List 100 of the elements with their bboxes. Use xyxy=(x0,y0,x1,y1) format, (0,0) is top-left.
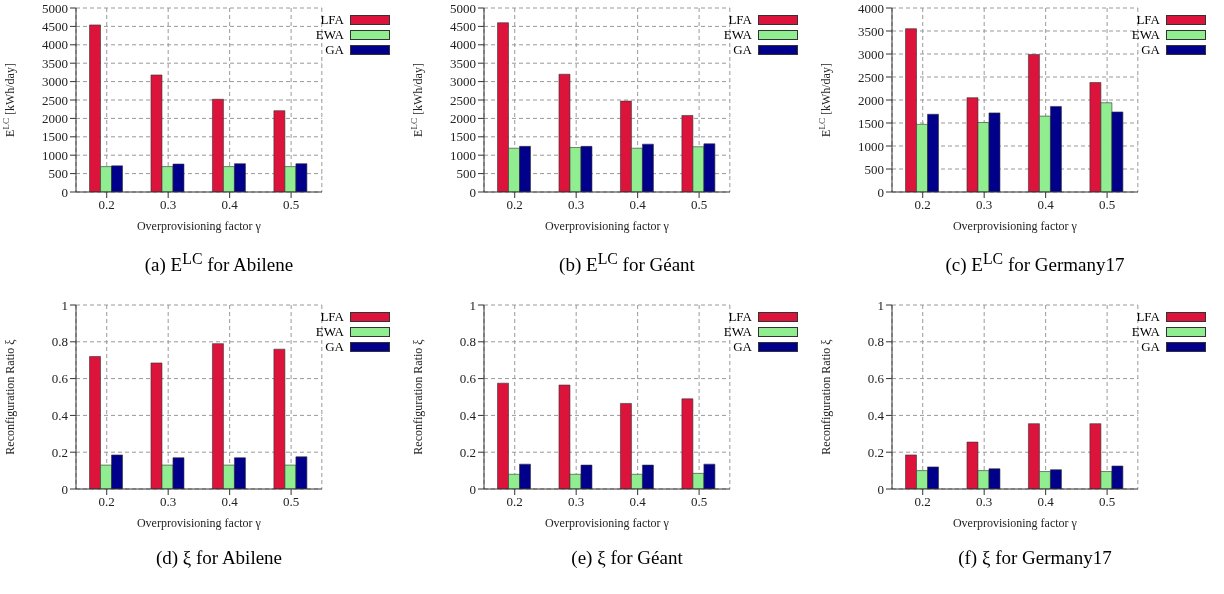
y-tick-label: 3500 xyxy=(42,55,68,71)
y-axis-title: Reconfiguration Ratio ξ xyxy=(819,338,833,455)
legend-label: GA xyxy=(1141,339,1160,354)
x-tick-label: 0.5 xyxy=(690,197,708,213)
y-tick-label: 0.6 xyxy=(867,371,885,387)
x-axis-title: Overprovisioning factor γ xyxy=(544,219,670,233)
y-tick-label: 0 xyxy=(61,481,68,497)
y-tick-label: 2000 xyxy=(450,111,476,127)
legend-label: GA xyxy=(325,42,344,57)
x-tick-label: 0.5 xyxy=(282,197,300,213)
x-tick-label: 0.4 xyxy=(1037,197,1055,213)
y-tick-label: 0.2 xyxy=(459,444,476,460)
y-tick-label: 3500 xyxy=(858,23,884,39)
y-tick-label: 4000 xyxy=(42,37,68,53)
y-tick-label: 3000 xyxy=(42,74,68,90)
x-tick-label: 0.4 xyxy=(221,494,239,510)
x-tick-label: 0.3 xyxy=(160,197,177,213)
x-tick-label: 0.2 xyxy=(914,494,931,510)
x-tick-label: 0.2 xyxy=(98,494,115,510)
y-tick-label: 5000 xyxy=(450,0,476,16)
y-tick-label: 0.2 xyxy=(867,444,884,460)
y-tick-label: 1500 xyxy=(450,129,476,145)
x-tick-label: 0.5 xyxy=(1098,494,1116,510)
y-tick-label: 0 xyxy=(61,184,68,200)
x-tick-label: 0.3 xyxy=(568,494,585,510)
y-tick-label: 500 xyxy=(48,166,68,182)
legend-label: LFA xyxy=(320,309,344,324)
text: (e) ξ for Géant xyxy=(570,547,684,569)
y-tick-label: 500 xyxy=(864,161,884,177)
y-tick-label: 0.8 xyxy=(867,334,884,350)
text: (b) E$^{LC}$ for Géant xyxy=(558,250,696,277)
legend-label: EWA xyxy=(1131,324,1160,339)
y-tick-label: 5000 xyxy=(42,0,68,16)
x-tick-label: 0.4 xyxy=(1037,494,1055,510)
y-tick-label: 4500 xyxy=(450,19,476,35)
y-tick-label: 1000 xyxy=(858,138,884,154)
y-tick-label: 2500 xyxy=(42,92,68,108)
x-tick-label: 0.5 xyxy=(1098,197,1116,213)
legend-label: LFA xyxy=(728,309,752,324)
y-tick-label: 0.8 xyxy=(51,334,68,350)
y-tick-label: 500 xyxy=(456,166,476,182)
text: (a) E$^{LC}$ for Abilene xyxy=(143,250,295,277)
y-tick-label: 0.2 xyxy=(51,444,68,460)
legend-label: EWA xyxy=(723,27,752,42)
y-tick-label: 0.8 xyxy=(459,334,476,350)
x-tick-label: 0.2 xyxy=(98,197,115,213)
y-tick-label: 1 xyxy=(469,297,476,313)
y-tick-label: 3000 xyxy=(858,46,884,62)
y-tick-label: 0.4 xyxy=(459,408,477,424)
legend-label: EWA xyxy=(723,324,752,339)
x-axis-title: Overprovisioning factor γ xyxy=(952,219,1078,233)
legend-label: EWA xyxy=(315,27,344,42)
x-tick-label: 0.4 xyxy=(629,494,647,510)
y-tick-label: 0 xyxy=(469,184,476,200)
y-tick-label: 1000 xyxy=(42,147,68,163)
y-tick-label: 2500 xyxy=(450,92,476,108)
y-tick-label: 2000 xyxy=(42,111,68,127)
y-tick-label: 0 xyxy=(469,481,476,497)
y-tick-label: 0.4 xyxy=(51,408,69,424)
x-axis-title: Overprovisioning factor γ xyxy=(136,219,262,233)
x-tick-label: 0.2 xyxy=(914,197,931,213)
x-tick-label: 0.4 xyxy=(629,197,647,213)
y-tick-label: 1500 xyxy=(858,115,884,131)
x-tick-label: 0.5 xyxy=(690,494,708,510)
x-axis-title: Overprovisioning factor γ xyxy=(952,516,1078,530)
legend-label: GA xyxy=(325,339,344,354)
x-tick-label: 0.3 xyxy=(568,197,585,213)
x-axis-title: Overprovisioning factor γ xyxy=(544,516,670,530)
y-tick-label: 2000 xyxy=(858,92,884,108)
y-axis-title: Reconfiguration Ratio ξ xyxy=(411,338,425,455)
y-tick-label: 4000 xyxy=(450,37,476,53)
y-tick-label: 3000 xyxy=(450,74,476,90)
y-tick-label: 1 xyxy=(877,297,884,313)
legend-label: GA xyxy=(733,42,752,57)
y-tick-label: 4000 xyxy=(858,0,884,16)
legend-label: GA xyxy=(733,339,752,354)
y-axis-title: Reconfiguration Ratio ξ xyxy=(3,338,17,455)
y-tick-label: 0 xyxy=(877,481,884,497)
x-axis-title: Overprovisioning factor γ xyxy=(136,516,262,530)
x-tick-label: 0.2 xyxy=(506,197,523,213)
y-tick-label: 0.6 xyxy=(51,371,69,387)
legend-label: EWA xyxy=(1131,27,1160,42)
y-tick-label: 1 xyxy=(61,297,68,313)
text: (f) ξ for Germany17 xyxy=(957,547,1113,569)
y-tick-label: 0 xyxy=(877,184,884,200)
legend-label: LFA xyxy=(1136,12,1160,27)
x-tick-label: 0.3 xyxy=(976,197,993,213)
y-tick-label: 1000 xyxy=(450,147,476,163)
legend-label: LFA xyxy=(728,12,752,27)
x-tick-label: 0.5 xyxy=(282,494,300,510)
x-tick-label: 0.3 xyxy=(160,494,177,510)
text: (d) ξ for Abilene xyxy=(154,547,284,569)
y-tick-label: 0.4 xyxy=(867,408,885,424)
y-tick-label: 3500 xyxy=(450,55,476,71)
y-tick-label: 4500 xyxy=(42,19,68,35)
y-tick-label: 1500 xyxy=(42,129,68,145)
y-tick-label: 0.6 xyxy=(459,371,477,387)
x-tick-label: 0.4 xyxy=(221,197,239,213)
legend-label: GA xyxy=(1141,42,1160,57)
y-tick-label: 2500 xyxy=(858,69,884,85)
